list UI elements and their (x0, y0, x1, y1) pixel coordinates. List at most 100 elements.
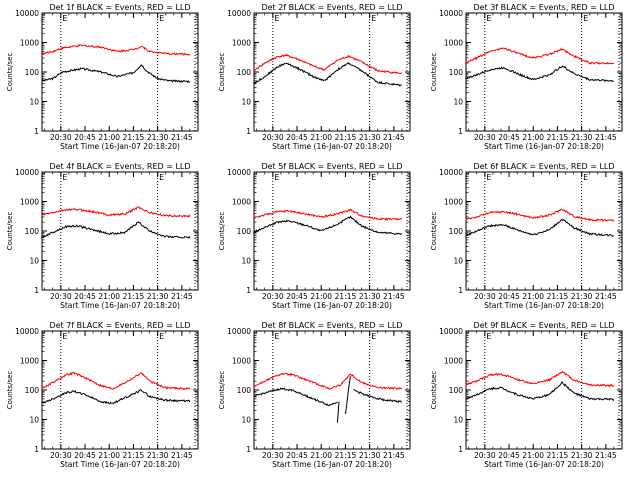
event-marker-label: E (274, 173, 279, 182)
y-tick-label: 100 (449, 68, 464, 77)
event-marker-label: E (159, 173, 164, 182)
event-marker-label: E (62, 332, 67, 341)
event-marker-label: E (371, 332, 376, 341)
plot-frame (41, 171, 199, 291)
series-line (41, 371, 191, 391)
series-line (41, 206, 191, 218)
x-tick-label: 21:30 (571, 133, 593, 142)
chart-panel: Det 7f BLACK = Events, RED = LLD 1 10 100 10… (6, 321, 199, 469)
x-tick-label: 21:15 (123, 133, 145, 142)
y-tick-label: 10 (241, 416, 251, 425)
y-tick-label: 10000 (439, 9, 463, 18)
y-tick-label: 10000 (15, 327, 39, 336)
y-tick-label: 100 (449, 386, 464, 395)
y-tick-label: 1000 (232, 39, 251, 48)
y-axis-label: Counts/sec (430, 371, 438, 410)
event-marker-label: E (62, 14, 67, 23)
x-tick-label: 21:45 (595, 133, 617, 142)
series-line (253, 208, 403, 221)
series-line (41, 64, 190, 84)
x-axis-label: Start Time (16-Jan-07 20:18:20) (484, 142, 604, 151)
x-tick-label: 20:30 (474, 451, 496, 460)
x-tick-label: 21:30 (359, 133, 381, 142)
x-tick-label: 21:45 (383, 133, 405, 142)
series-line (253, 53, 403, 75)
y-tick-label: 1 (458, 445, 463, 454)
x-tick-label: 20:45 (498, 133, 520, 142)
y-tick-label: 100 (25, 386, 40, 395)
y-tick-label: 10000 (227, 168, 251, 177)
x-tick-label: 21:15 (123, 292, 145, 301)
x-tick-label: 21:30 (359, 451, 381, 460)
x-tick-label: 20:45 (286, 133, 308, 142)
x-tick-label: 21:30 (571, 451, 593, 460)
x-tick-label: 21:00 (522, 451, 544, 460)
x-axis-label: Start Time (16-Jan-07 20:18:20) (272, 142, 392, 151)
y-tick-label: 10 (241, 257, 251, 266)
series-line (41, 389, 191, 405)
series-line (465, 381, 615, 402)
y-tick-label: 10000 (227, 327, 251, 336)
chart-title: Det 9f BLACK = Events, RED = LLD (473, 321, 614, 330)
event-marker-label: E (371, 14, 376, 23)
x-tick-label: 21:45 (595, 292, 617, 301)
y-tick-label: 10 (453, 98, 463, 107)
event-marker-label: E (274, 14, 279, 23)
x-tick-label: 21:00 (98, 133, 120, 142)
x-tick-label: 20:30 (50, 292, 72, 301)
event-marker-label: E (486, 332, 491, 341)
y-axis-label: Counts/sec (218, 212, 226, 251)
x-tick-label: 20:45 (286, 451, 308, 460)
x-axis-label: Start Time (16-Jan-07 20:18:20) (60, 142, 180, 151)
event-marker-label: E (371, 173, 376, 182)
plot-frame (465, 330, 623, 450)
y-tick-label: 100 (237, 68, 252, 77)
x-tick-label: 21:45 (383, 292, 405, 301)
y-tick-label: 10000 (15, 9, 39, 18)
chart-panel: Det 4f BLACK = Events, RED = LLD 1 10 100 10… (6, 162, 199, 310)
y-axis-label: Counts/sec (218, 53, 226, 92)
x-tick-label: 21:30 (147, 451, 169, 460)
y-tick-label: 1000 (20, 39, 39, 48)
y-tick-label: 10 (29, 257, 39, 266)
y-axis-label: Counts/sec (218, 371, 226, 410)
chart-panel: Det 2f BLACK = Events, RED = LLD 1 10 100 10… (218, 3, 411, 151)
event-marker-label: E (159, 14, 164, 23)
x-tick-label: 20:30 (50, 133, 72, 142)
y-tick-label: 100 (25, 227, 40, 236)
series-line (41, 221, 191, 239)
chart-title: Det 1f BLACK = Events, RED = LLD (49, 3, 190, 12)
event-marker-label: E (159, 332, 164, 341)
x-axis-label: Start Time (16-Jan-07 20:18:20) (484, 460, 604, 469)
y-tick-label: 1 (246, 286, 251, 295)
chart-title: Det 6f BLACK = Events, RED = LLD (473, 162, 614, 171)
y-tick-label: 10000 (439, 327, 463, 336)
series-line (465, 47, 615, 65)
y-tick-label: 1 (246, 127, 251, 136)
series-line (465, 370, 615, 388)
series-line-segment (344, 376, 351, 414)
x-tick-label: 21:45 (171, 292, 193, 301)
chart-panel: Det 3f BLACK = Events, RED = LLD 1 10 100 10… (430, 3, 623, 151)
chart-title: Det 7f BLACK = Events, RED = LLD (49, 321, 190, 330)
y-axis-label: Counts/sec (430, 212, 438, 251)
y-tick-label: 1000 (232, 357, 251, 366)
chart-panel: Det 1f BLACK = Events, RED = LLD 1 10 100 10… (6, 3, 199, 151)
y-axis-label: Counts/sec (6, 371, 14, 410)
chart-title: Det 8f BLACK = Events, RED = LLD (261, 321, 402, 330)
y-tick-label: 10000 (439, 168, 463, 177)
chart-panel: Det 6f BLACK = Events, RED = LLD 1 10 100 10… (430, 162, 623, 310)
event-marker-label: E (583, 332, 588, 341)
y-axis-label: Counts/sec (6, 53, 14, 92)
y-tick-label: 100 (25, 68, 40, 77)
series-line-segment (336, 401, 340, 423)
event-marker-label: E (583, 14, 588, 23)
x-tick-label: 20:45 (498, 451, 520, 460)
y-tick-label: 10000 (15, 168, 39, 177)
x-tick-label: 21:00 (310, 292, 332, 301)
x-tick-label: 20:45 (286, 292, 308, 301)
series-line (253, 387, 338, 407)
series-line (253, 372, 403, 391)
plot-frame (41, 330, 199, 450)
